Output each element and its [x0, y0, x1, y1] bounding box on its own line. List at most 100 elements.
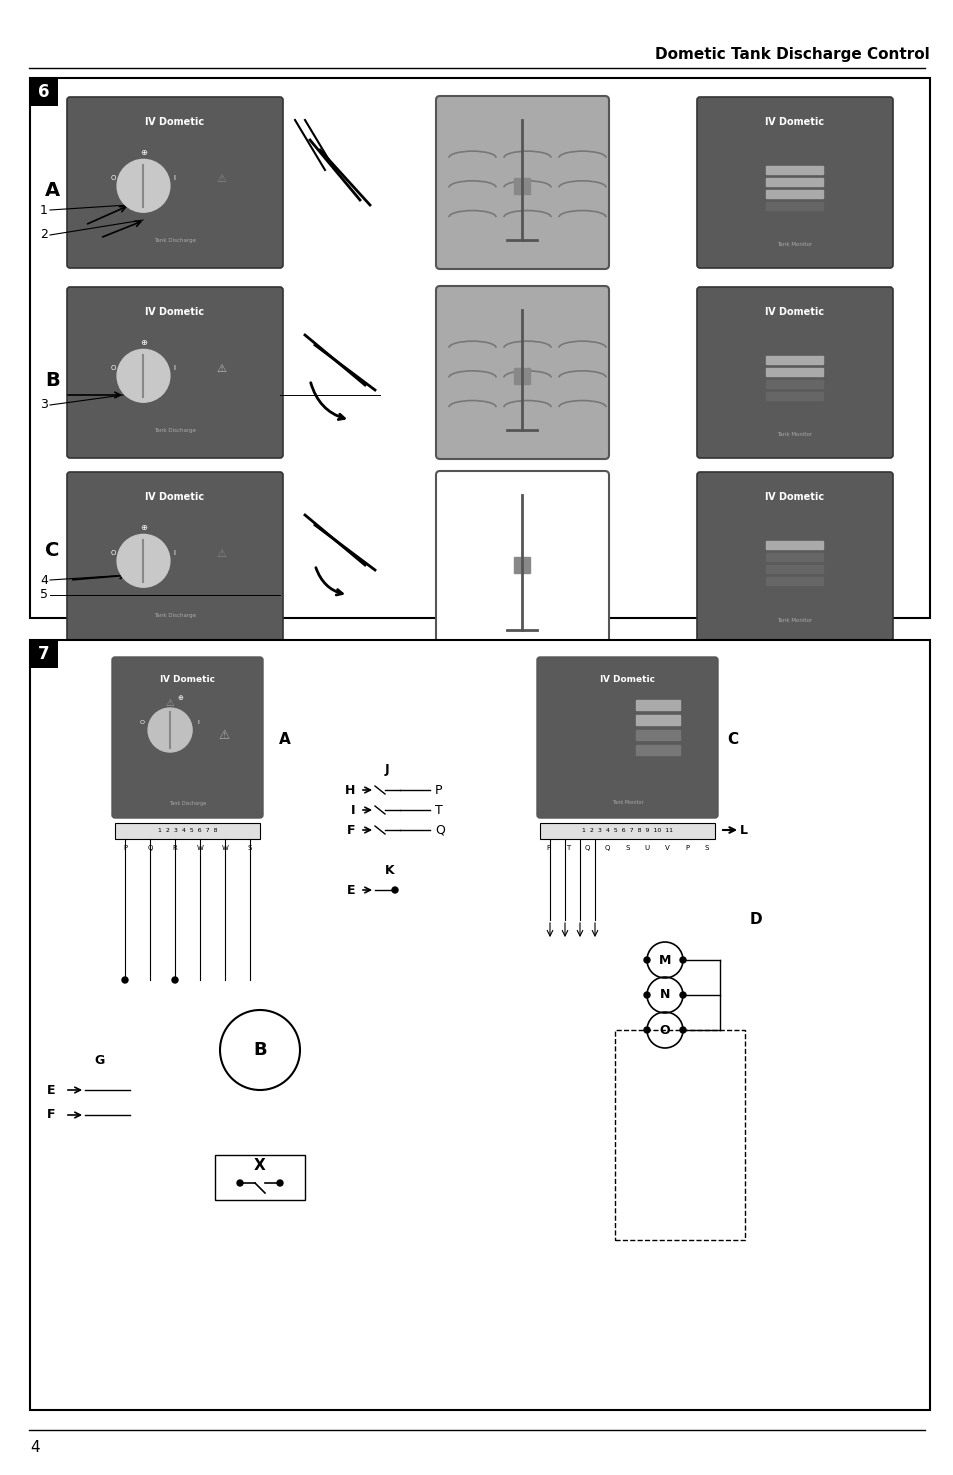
Bar [214, 1155, 305, 1201]
Text: W: W [221, 845, 228, 851]
FancyBboxPatch shape [697, 288, 892, 459]
Text: P: P [684, 845, 688, 851]
Text: Q: Q [435, 823, 444, 836]
Text: 6: 6 [38, 83, 50, 100]
Text: P: P [545, 845, 550, 851]
Text: Tank Discharge: Tank Discharge [153, 612, 195, 618]
Text: S: S [704, 845, 708, 851]
FancyBboxPatch shape [67, 472, 283, 643]
Text: M: M [659, 953, 671, 966]
Text: T: T [435, 804, 442, 817]
Text: 1: 1 [40, 204, 48, 217]
Text: 1  2  3  4  5  6  7  8: 1 2 3 4 5 6 7 8 [157, 829, 217, 833]
Text: ⊕: ⊕ [177, 695, 183, 701]
Text: Dometic Tank Discharge Control: Dometic Tank Discharge Control [655, 47, 929, 62]
Text: ⊕: ⊕ [140, 338, 147, 347]
Text: Ⅳ Dometic: Ⅳ Dometic [764, 307, 823, 317]
Text: Q: Q [584, 845, 590, 851]
Circle shape [236, 1180, 243, 1186]
Bar [636, 730, 679, 740]
FancyBboxPatch shape [30, 78, 929, 618]
Text: 2: 2 [40, 229, 48, 242]
Bar [765, 167, 822, 174]
FancyBboxPatch shape [615, 1030, 744, 1240]
FancyBboxPatch shape [436, 286, 608, 459]
Text: T: T [565, 845, 569, 851]
Text: H: H [344, 783, 355, 796]
FancyBboxPatch shape [112, 656, 263, 819]
Text: ⊕: ⊕ [140, 149, 147, 158]
Text: 1  2  3  4  5  6  7  8  9  10  11: 1 2 3 4 5 6 7 8 9 10 11 [581, 829, 672, 833]
Circle shape [643, 957, 649, 963]
Text: R: R [172, 845, 177, 851]
Bar [765, 392, 822, 400]
Text: Q: Q [604, 845, 610, 851]
Text: 7: 7 [38, 645, 50, 662]
Text: Ⅳ Dometic: Ⅳ Dometic [599, 676, 655, 684]
Text: I: I [172, 364, 174, 370]
Bar [765, 565, 822, 572]
Text: D: D [749, 913, 761, 928]
Text: G: G [94, 1053, 105, 1066]
Text: A: A [279, 733, 291, 748]
Bar [514, 558, 530, 572]
Text: W: W [196, 845, 203, 851]
Circle shape [117, 159, 170, 212]
Text: X: X [253, 1158, 266, 1173]
Text: I: I [197, 720, 199, 726]
FancyBboxPatch shape [436, 96, 608, 268]
Circle shape [122, 976, 128, 982]
Circle shape [643, 1027, 649, 1032]
Text: B: B [253, 1041, 267, 1059]
Text: Ⅳ Dometic: Ⅳ Dometic [145, 307, 204, 317]
Text: ⚠: ⚠ [166, 698, 174, 708]
Text: ⚠: ⚠ [216, 174, 226, 184]
Text: O: O [111, 550, 115, 556]
Circle shape [117, 350, 170, 403]
FancyBboxPatch shape [67, 288, 283, 459]
Text: N: N [659, 988, 670, 1002]
FancyBboxPatch shape [436, 471, 608, 645]
Text: Tank Discharge: Tank Discharge [169, 801, 206, 805]
Circle shape [392, 886, 397, 892]
FancyBboxPatch shape [697, 472, 892, 643]
Bar [636, 745, 679, 755]
Text: 4: 4 [40, 574, 48, 587]
Bar [514, 367, 530, 384]
FancyBboxPatch shape [537, 656, 718, 819]
Text: K: K [385, 863, 395, 876]
Bar [765, 381, 822, 388]
Text: Ⅳ Dometic: Ⅳ Dometic [764, 117, 823, 127]
Bar [115, 823, 260, 839]
Text: Ⅳ Dometic: Ⅳ Dometic [145, 493, 204, 502]
Text: O: O [111, 176, 115, 181]
Circle shape [276, 1180, 283, 1186]
Circle shape [148, 708, 192, 752]
Text: E: E [47, 1084, 55, 1096]
Circle shape [643, 993, 649, 999]
Text: C: C [45, 540, 59, 559]
Bar [765, 355, 822, 364]
Bar [765, 178, 822, 186]
Text: I: I [350, 804, 355, 817]
FancyBboxPatch shape [697, 97, 892, 268]
Text: Tank Monitor: Tank Monitor [777, 432, 812, 438]
FancyBboxPatch shape [67, 97, 283, 268]
Text: F: F [346, 823, 355, 836]
FancyBboxPatch shape [30, 78, 58, 106]
Text: I: I [172, 550, 174, 556]
Text: Tank Discharge: Tank Discharge [153, 237, 195, 243]
Text: ⚠: ⚠ [216, 364, 226, 375]
Circle shape [679, 993, 685, 999]
Text: L: L [740, 823, 747, 836]
Bar [765, 367, 822, 376]
Text: Tank Monitor: Tank Monitor [777, 242, 812, 248]
Bar [765, 577, 822, 586]
Circle shape [679, 957, 685, 963]
Text: S: S [624, 845, 629, 851]
Text: A: A [45, 180, 60, 199]
Text: 3: 3 [40, 398, 48, 412]
Text: ⚠: ⚠ [216, 549, 226, 559]
Bar [514, 178, 530, 193]
Bar [765, 541, 822, 549]
